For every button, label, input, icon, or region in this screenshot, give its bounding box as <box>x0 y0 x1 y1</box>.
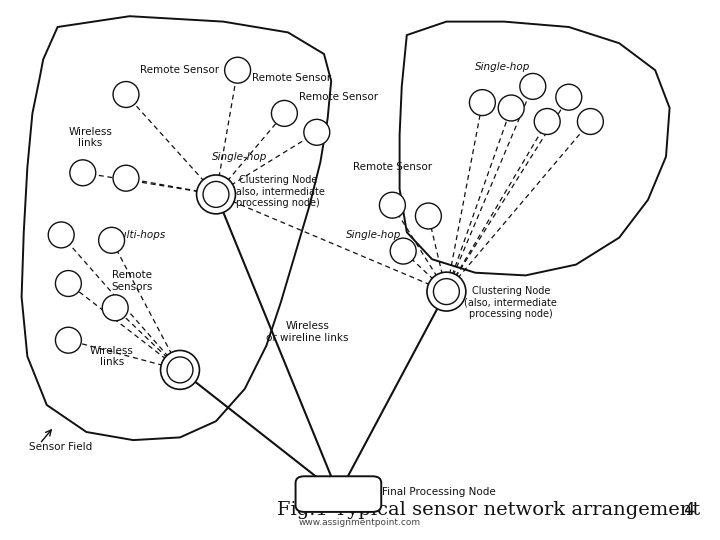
FancyBboxPatch shape <box>296 476 382 512</box>
Text: Remote Sensor: Remote Sensor <box>299 92 378 102</box>
Ellipse shape <box>102 295 128 321</box>
Ellipse shape <box>433 279 459 305</box>
Ellipse shape <box>55 327 81 353</box>
Ellipse shape <box>225 57 251 83</box>
Ellipse shape <box>161 350 199 389</box>
Text: Remote Sensor: Remote Sensor <box>252 73 331 83</box>
Ellipse shape <box>113 165 139 191</box>
Text: Remote
Sensors: Remote Sensors <box>112 270 153 292</box>
Ellipse shape <box>415 203 441 229</box>
Text: Fig.1 Typical sensor network arrangement: Fig.1 Typical sensor network arrangement <box>277 501 701 519</box>
Ellipse shape <box>577 109 603 134</box>
Text: Clustering Node
(also, intermediate
processing node): Clustering Node (also, intermediate proc… <box>464 286 557 319</box>
Ellipse shape <box>113 82 139 107</box>
Ellipse shape <box>48 222 74 248</box>
Ellipse shape <box>99 227 125 253</box>
Text: Single-hop: Single-hop <box>346 230 401 240</box>
Text: Multi-hops: Multi-hops <box>112 230 166 240</box>
Ellipse shape <box>390 238 416 264</box>
Text: Remote Sensor: Remote Sensor <box>140 65 220 75</box>
Ellipse shape <box>167 357 193 383</box>
Ellipse shape <box>70 160 96 186</box>
Ellipse shape <box>304 119 330 145</box>
Ellipse shape <box>520 73 546 99</box>
Text: Single-hop: Single-hop <box>212 152 268 161</box>
Ellipse shape <box>379 192 405 218</box>
Ellipse shape <box>55 271 81 296</box>
Ellipse shape <box>271 100 297 126</box>
Text: Clustering Node
(also, intermediate
processing node): Clustering Node (also, intermediate proc… <box>232 175 325 208</box>
Ellipse shape <box>427 272 466 311</box>
Ellipse shape <box>469 90 495 116</box>
Ellipse shape <box>197 175 235 214</box>
Text: Single-hop: Single-hop <box>475 63 531 72</box>
Text: Wireless
links: Wireless links <box>68 127 112 148</box>
Text: www.assignmentpoint.com: www.assignmentpoint.com <box>299 518 421 526</box>
Ellipse shape <box>556 84 582 110</box>
Ellipse shape <box>534 109 560 134</box>
Text: 4: 4 <box>683 501 695 519</box>
Ellipse shape <box>498 95 524 121</box>
Ellipse shape <box>203 181 229 207</box>
Text: Final Processing Node: Final Processing Node <box>382 488 495 497</box>
Text: Remote Sensor: Remote Sensor <box>353 163 432 172</box>
Text: Wireless
links: Wireless links <box>90 346 134 367</box>
Text: Sensor Field: Sensor Field <box>29 442 92 452</box>
Text: Wireless
or wireline links: Wireless or wireline links <box>266 321 349 343</box>
